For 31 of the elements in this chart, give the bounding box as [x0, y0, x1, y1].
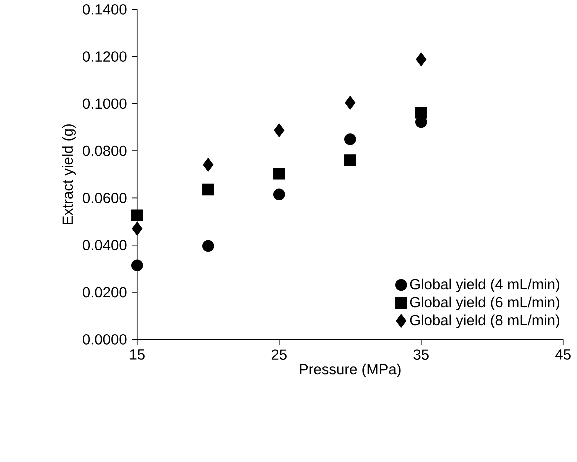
- y-tick-label: 0.0000: [83, 334, 127, 346]
- legend-label: Global yield (8 mL/min): [410, 314, 560, 329]
- y-tick-label: 0.0600: [83, 193, 127, 204]
- x-tick-label: 35: [414, 350, 429, 360]
- y-tick-label: 0.1200: [83, 52, 127, 62]
- point: [344, 134, 356, 146]
- y-tick-label: 0.0800: [83, 146, 127, 156]
- legend-label: Global yield (6 mL/min): [410, 297, 560, 311]
- point: [416, 107, 428, 119]
- point: [132, 222, 143, 236]
- y-axis-title: Extract yield (g): [62, 124, 76, 225]
- point: [344, 154, 356, 167]
- y-tick-label: 0.0200: [83, 287, 127, 298]
- point: [274, 124, 285, 138]
- point: [202, 240, 214, 252]
- point: [345, 96, 356, 110]
- point: [203, 158, 214, 172]
- point: [202, 184, 214, 196]
- x-tick-label: 15: [130, 350, 145, 360]
- point: [274, 168, 286, 180]
- x-axis-title: Pressure (MPa): [300, 364, 401, 378]
- y-tick-label: 0.1400: [83, 4, 127, 16]
- x-tick-label: 25: [272, 350, 287, 360]
- point: [274, 188, 286, 201]
- point: [132, 260, 144, 272]
- legend-label: Global yield (4 mL/min): [410, 279, 560, 293]
- x-tick-label: 45: [556, 350, 571, 360]
- y-tick-label: 0.1000: [83, 98, 127, 110]
- point: [416, 52, 427, 67]
- point: [132, 210, 144, 222]
- y-tick-label: 0.0400: [83, 240, 127, 251]
